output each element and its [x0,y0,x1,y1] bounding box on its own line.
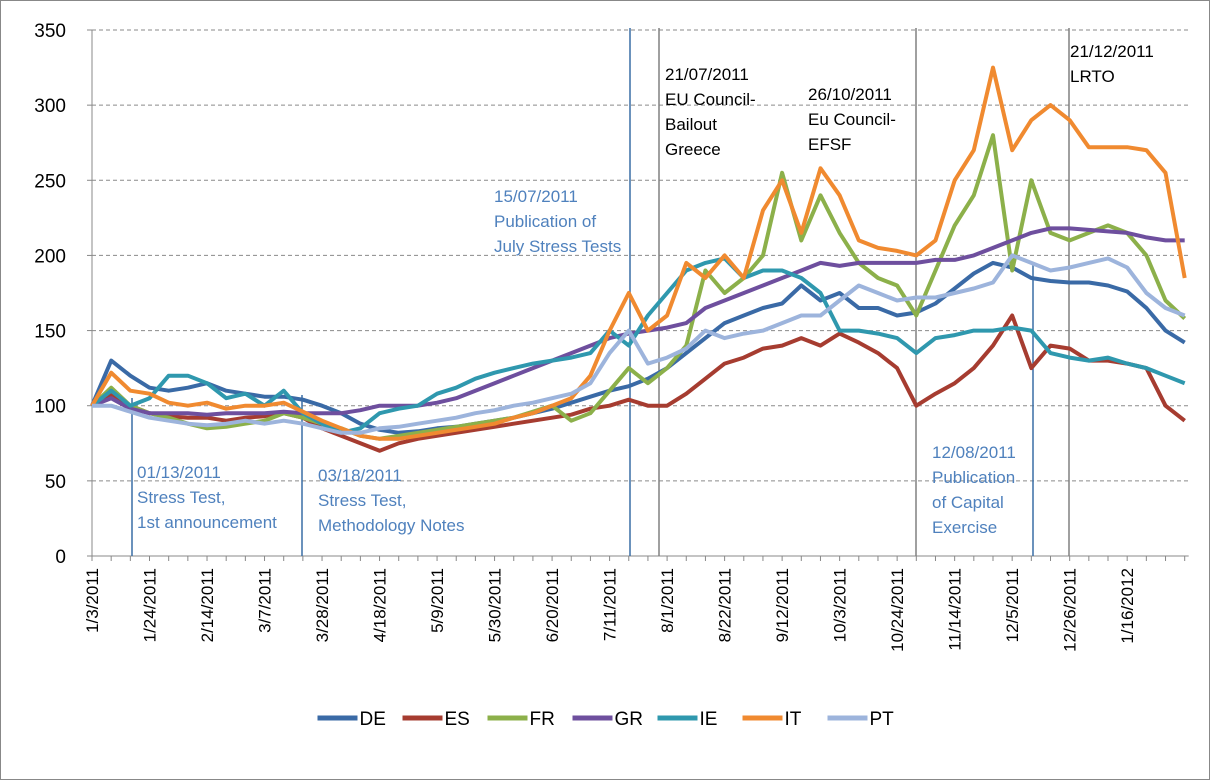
annotation-text: 26/10/2011 [808,85,892,104]
annotation-text: 21/12/2011 [1070,42,1154,61]
annotation-text: 01/13/2011 [137,463,221,482]
annotation-text: Exercise [932,518,997,537]
y-tick-label: 100 [34,397,66,418]
x-tick-label: 5/30/2011 [486,568,505,642]
x-tick-label: 10/3/2011 [831,568,850,642]
x-tick-label: 4/18/2011 [371,568,390,642]
x-tick-label: 11/14/2011 [946,568,965,651]
x-tick-label: 1/16/2012 [1118,568,1137,644]
annotation-text: 21/07/2011 [665,65,749,84]
x-tick-label: 8/1/2011 [658,568,677,633]
y-tick-label: 250 [34,171,66,192]
legend-label: FR [530,709,555,730]
annotation-text: Stress Test, [318,491,407,510]
series-line [90,133,1187,441]
annotation-text: EFSF [808,135,851,154]
legend-label: PT [870,709,895,730]
y-tick-label: 300 [34,96,66,117]
annotation-text: Methodology Notes [318,516,464,535]
y-tick-label: 0 [55,547,66,568]
y-tick-label: 50 [45,472,66,493]
x-tick-label: 1/24/2011 [141,568,160,642]
x-tick-label: 9/12/2011 [773,568,792,642]
x-tick-label: 12/26/2011 [1061,568,1080,652]
x-tick-label: 1/3/2011 [83,568,102,633]
legend-label: IE [700,709,718,730]
x-tick-label: 8/22/2011 [716,568,735,642]
series-line [90,256,1186,435]
annotation-text: LRTO [1070,67,1115,86]
annotation-text: EU Council- [665,90,756,109]
annotation-text: Bailout [665,115,717,134]
annotation-text: 12/08/2011 [932,443,1016,462]
annotation-text: of Capital [932,493,1004,512]
x-tick-label: 3/7/2011 [256,568,275,633]
x-tick-label: 6/20/2011 [543,568,562,642]
legend-label: DE [360,709,386,730]
annotation-text: 03/18/2011 [318,466,402,485]
x-tick-label: 5/9/2011 [428,568,447,633]
x-tick-label: 2/14/2011 [198,568,217,642]
annotation-text: 1st announcement [137,513,277,532]
y-tick-label: 200 [34,246,66,267]
annotation-text: 15/07/2011 [494,187,578,206]
annotation-text: July Stress Tests [494,237,621,256]
legend-label: IT [785,709,802,730]
annotation-text: Stress Test, [137,488,226,507]
legend-label: GR [615,709,644,730]
x-tick-label: 12/5/2011 [1003,568,1022,642]
y-tick-label: 150 [34,322,66,343]
x-tick-label: 10/24/2011 [888,568,907,652]
legend-label: ES [445,709,470,730]
annotation-text: Publication of [494,212,596,231]
x-tick-label: 3/28/2011 [313,568,332,642]
series-line [90,65,1187,441]
annotation-text: Greece [665,140,721,159]
annotation-text: Eu Council- [808,110,896,129]
y-tick-label: 350 [34,21,66,42]
series-line [92,253,1186,435]
x-tick-label: 7/11/2011 [601,568,620,641]
annotation-text: Publication [932,468,1015,487]
